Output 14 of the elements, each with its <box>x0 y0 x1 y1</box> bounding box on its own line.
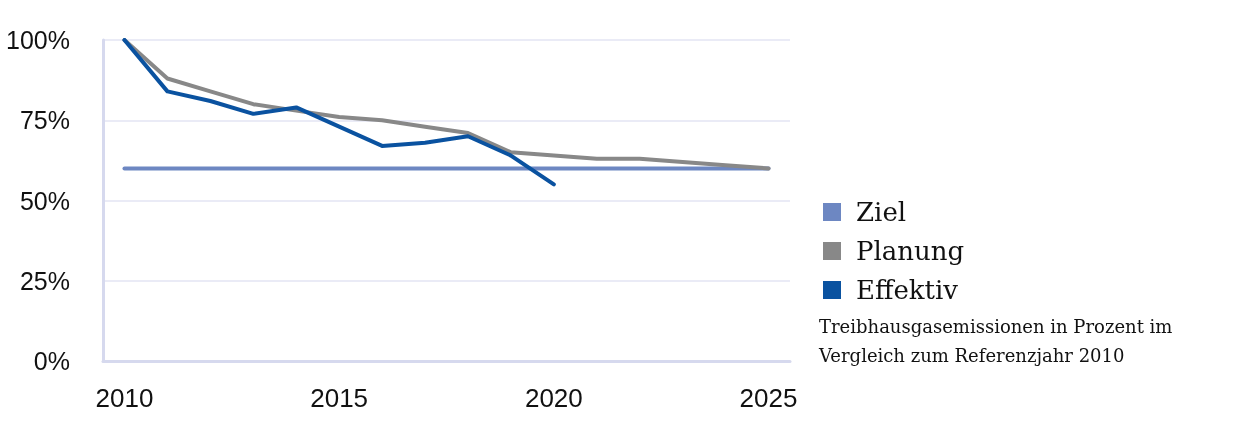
y-tick-label: 100% <box>6 26 70 54</box>
x-tick-label: 2020 <box>524 383 583 413</box>
x-tick-label: 2015 <box>310 383 369 413</box>
y-tick-label: 25% <box>19 266 70 295</box>
y-tick-label: 0% <box>33 347 70 375</box>
y-tick-label: 75% <box>19 106 70 135</box>
legend-label: Ziel <box>856 197 907 227</box>
line-series <box>122 38 556 187</box>
x-tick-label: 2010 <box>95 383 154 413</box>
legend-label: Planung <box>856 236 965 266</box>
y-tick-label: 50% <box>19 186 70 215</box>
x-tick-label: 2025 <box>739 383 798 413</box>
text: Treibhausgasemissionen in Prozent im Vergleich zum Referenzjahr 2010 <box>818 316 1179 366</box>
legend-label: Effektiv <box>856 275 959 305</box>
